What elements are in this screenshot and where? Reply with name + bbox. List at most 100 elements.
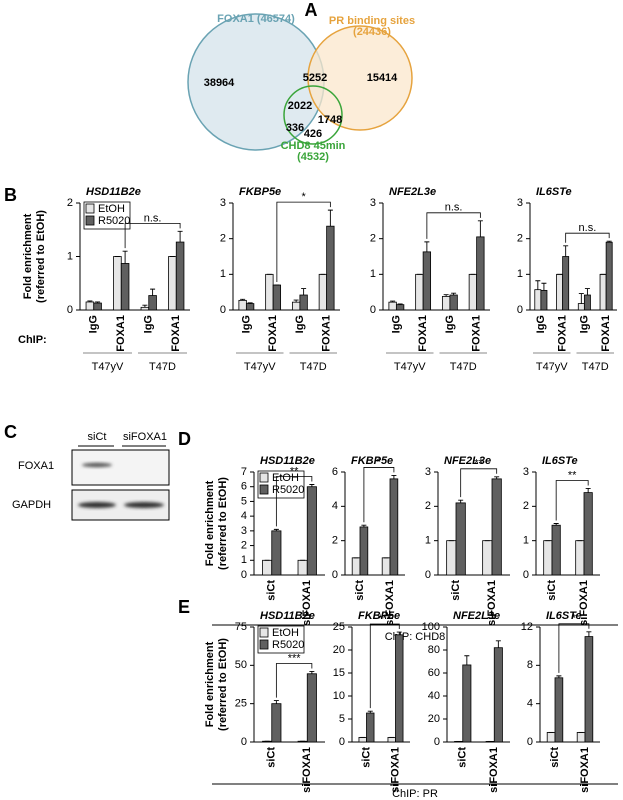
chart-title: FKBP5e [351,455,393,467]
error-bar [578,293,584,304]
legend-swatch [259,472,269,483]
bar [576,732,586,743]
bar [584,636,594,743]
legend-label: EtOH [272,627,299,639]
error-bar [541,282,547,291]
error-bar [396,631,402,635]
chart-title: IL6STe [542,455,578,467]
y-tick-label: 25 [333,621,345,633]
group-label: T47yV [92,361,124,373]
bar [120,263,130,311]
bar [358,737,367,743]
significance-bracket [426,212,481,239]
x-tick-label: IgG [444,315,456,333]
y-tick-label: 6 [241,481,247,493]
bar [93,302,102,311]
y-tick-label: 1 [67,250,73,262]
bar [85,301,95,311]
bar [415,273,424,311]
y-tick-label: 80 [428,644,440,656]
bar [387,737,396,743]
y-tick-label: 20 [428,713,440,725]
y-tick-label: 0 [339,736,345,748]
venn-region-count: 426 [304,128,322,140]
band [78,502,116,508]
y-tick-label: 10 [333,690,345,702]
x-tick-label: siFOXA1 [579,747,591,793]
x-tick-label: IgG [240,315,252,333]
y-tick-label: 0 [332,569,338,581]
category-prefix: ChIP: [18,334,47,346]
y-tick-label: 2 [517,233,523,245]
bar [168,256,177,311]
x-tick-label: IgG [390,315,402,333]
y-tick-label: 40 [428,690,440,702]
y-tick-label: 2 [220,233,226,245]
error-bar [397,303,403,305]
venn-region-count: 2022 [288,100,312,112]
y-tick-label: 75 [235,621,247,633]
x-tick-label: FOXA1 [417,315,429,352]
bar [306,673,317,743]
chart-title: NFE2L3e [444,455,491,467]
group-label: T47D [450,361,477,373]
error-bar [585,488,591,493]
lane-label: siFOXA1 [123,431,167,443]
error-bar [556,675,562,678]
y-tick-label: 5 [339,713,345,725]
y-tick-label: 1 [370,268,376,280]
y-tick-label: 15 [333,667,345,679]
y-tick-label: 3 [370,197,376,209]
bar [446,540,457,576]
bar [388,301,397,311]
venn-set-label: (4532) [297,151,329,163]
bar [245,303,255,311]
y-tick-label: 50 [235,659,247,671]
x-tick-label: siCt [360,747,372,768]
significance-bracket [558,623,590,673]
panel-label: C [4,422,17,442]
bar [306,486,317,576]
x-tick-label: siCt [266,580,278,601]
bar [271,530,282,576]
bar [265,273,274,311]
bar [326,225,335,311]
venn-set-label: PR binding sites [329,15,415,27]
y-tick-label: 0 [370,304,376,316]
error-bar [477,220,483,237]
chart-title: NFE2L3e [389,186,436,198]
group-label: T47D [149,361,176,373]
significance-bracket [124,222,181,249]
chart-title: IL6STe [546,610,582,622]
y-tick-label: 0 [67,304,73,316]
error-bar [367,710,373,714]
y-axis-label: Fold enrichment [22,213,34,299]
bar [299,294,308,311]
panel-label: A [305,0,318,20]
y-tick-label: 3 [523,466,529,478]
venn-circle [307,25,413,131]
legend-swatch [85,203,95,214]
x-tick-label: FOXA1 [471,315,483,352]
error-bar [87,300,93,302]
x-tick-label: FOXA1 [115,315,127,352]
bar [556,273,564,311]
y-tick-label: 3 [241,525,247,537]
x-tick-label: FOXA1 [170,315,182,352]
bar [422,251,432,311]
lane-label: siCt [88,431,107,443]
y-tick-label: 0 [220,304,226,316]
bar [395,634,404,743]
error-bar [293,299,299,303]
bar [583,294,591,311]
venn-circle [283,85,343,145]
bar [551,524,561,576]
significance-label: n.s. [144,212,162,224]
bar [577,303,585,311]
group-label: T47D [300,361,327,373]
y-tick-label: 8 [527,659,533,671]
bar [482,540,493,576]
bar [297,559,308,576]
bar [381,557,391,576]
legend-label: EtOH [98,203,125,215]
